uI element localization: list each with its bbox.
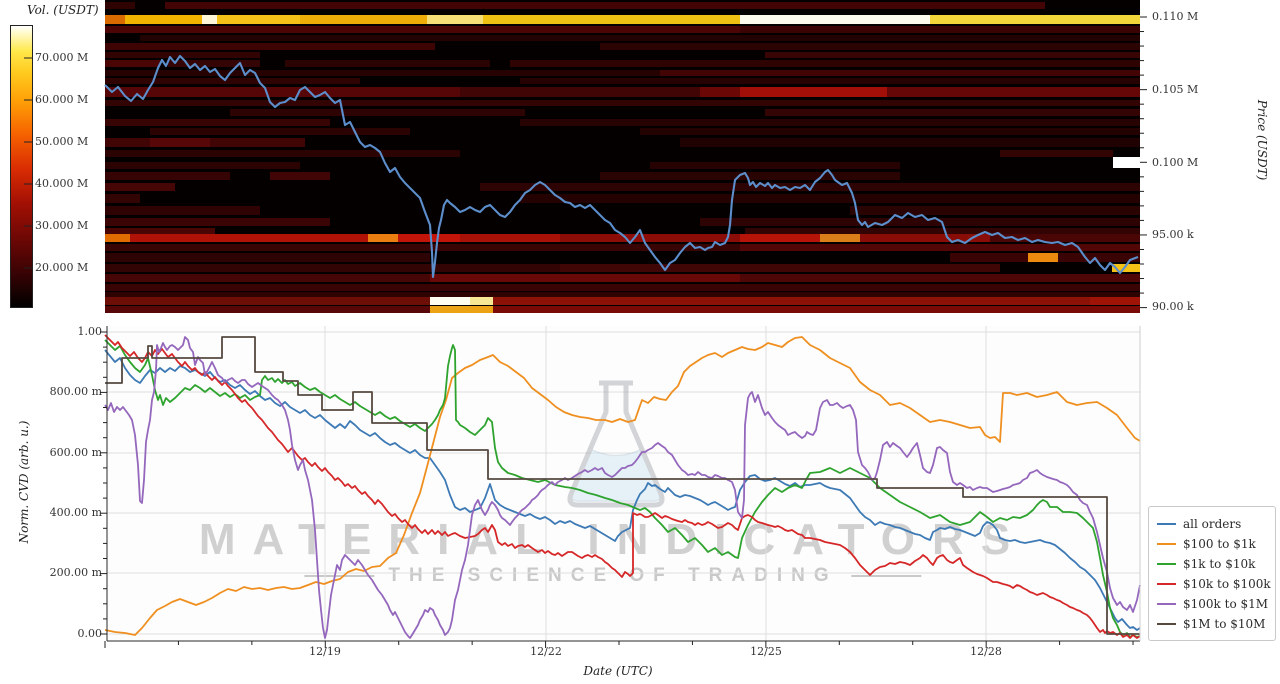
date-tick-label: 12/19	[309, 645, 341, 658]
price-tick-label: 0.100 M	[1152, 156, 1199, 169]
legend-item: $100k to $1M	[1157, 594, 1269, 614]
price-tick-label: 95.00 k	[1152, 228, 1194, 241]
colorbar-tick-label: 30.000 M	[35, 219, 89, 232]
legend-swatch	[1157, 523, 1176, 525]
cvd-line-all-orders	[104, 349, 1141, 631]
legend-label: $1k to $10k	[1183, 557, 1256, 571]
legend-item: $10k to $100k	[1157, 574, 1271, 594]
legend-swatch	[1157, 563, 1176, 565]
legend-swatch	[1157, 583, 1176, 585]
legend-label: $1M to $10M	[1183, 617, 1266, 631]
legend-item: $1k to $10k	[1157, 554, 1267, 574]
price-tick-label: 90.00 k	[1152, 300, 1194, 313]
legend-item: $100 to $1k	[1157, 534, 1267, 554]
date-tick-label: 12/28	[970, 645, 1002, 658]
legend-label: all orders	[1183, 517, 1242, 531]
cvd-tick-label: 1.00	[77, 325, 103, 338]
cvd-legend: all orders $100 to $1k $1k to $10k $10k to …	[1148, 506, 1276, 641]
colorbar-tick-label: 50.000 M	[35, 135, 89, 148]
cvd-line--1m-to-10m	[105, 336, 1140, 635]
watermark-tagline: THE SCIENCE OF TRADING	[304, 565, 922, 587]
legend-swatch	[1157, 603, 1176, 605]
price-tick-label: 0.110 M	[1152, 10, 1199, 23]
cvd-line--100-to-1k	[104, 336, 1141, 636]
cvd-line--1k-to-10k	[104, 339, 1141, 638]
legend-swatch	[1157, 623, 1176, 625]
legend-label: $100k to $1M	[1183, 597, 1269, 611]
cvd-tick-label: 800.00 m	[49, 385, 102, 398]
colorbar-tick-label: 60.000 M	[35, 93, 89, 106]
colorbar-tick-label: 20.000 M	[35, 261, 89, 274]
legend-item: $1M to $10M	[1157, 614, 1267, 634]
cvd-tick-label: 200.00 m	[49, 566, 102, 579]
legend-label: $10k to $100k	[1183, 577, 1271, 591]
date-axis-title: Date (UTC)	[583, 664, 653, 678]
price-tick-label: 0.105 M	[1152, 83, 1199, 96]
watermark-brand-text: MATERIAL INDICATORS	[198, 515, 1028, 564]
watermark-dash-right	[851, 575, 922, 577]
watermark-dash-left	[304, 575, 375, 577]
watermark-tagline-text: THE SCIENCE OF TRADING	[388, 565, 838, 586]
legend-swatch	[1157, 543, 1176, 545]
colorbar-tick-label: 70.000 M	[35, 51, 89, 64]
date-tick-label: 12/22	[530, 645, 562, 658]
colorbar-title: Vol. (USDT)	[27, 3, 99, 17]
flask-icon	[567, 380, 665, 508]
legend-label: $100 to $1k	[1183, 537, 1256, 551]
cvd-line--10k-to-100k	[104, 334, 1141, 639]
cvd-tick-label: 0.00	[77, 627, 103, 640]
date-tick-label: 12/25	[750, 645, 782, 658]
colorbar-tick-label: 40.000 M	[35, 177, 89, 190]
legend-item: all orders	[1157, 514, 1267, 534]
cvd-tick-label: 600.00 m	[49, 446, 102, 459]
volume-colorbar	[10, 25, 33, 308]
cvd-tick-label: 400.00 m	[49, 506, 102, 519]
